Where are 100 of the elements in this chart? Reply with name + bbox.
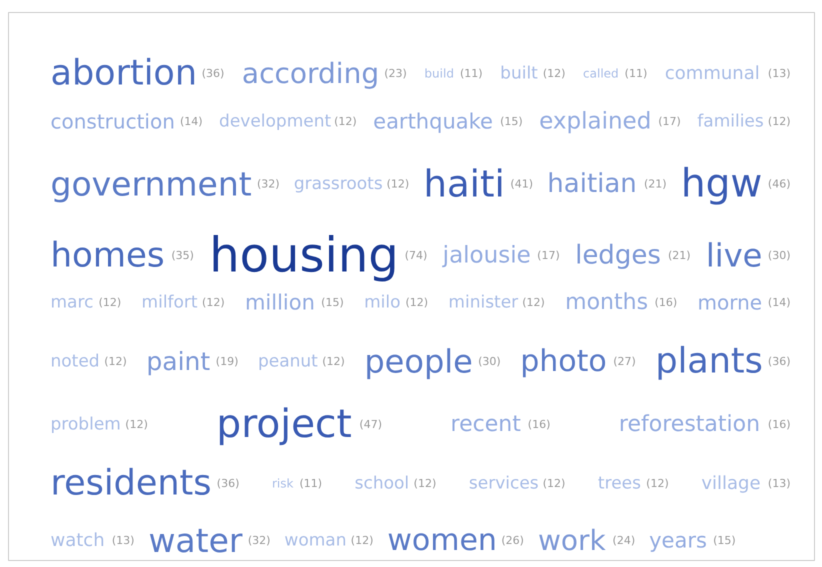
data-label: (12) — [542, 66, 566, 80]
data-label: (14) — [180, 114, 203, 128]
data-label: (12) — [414, 476, 436, 490]
category-label: homes — [50, 236, 165, 276]
data-label: (16) — [528, 418, 550, 432]
category-label: plants — [655, 341, 763, 382]
data-label: (21) — [644, 178, 667, 191]
data-label: (12) — [406, 296, 428, 310]
category-label: minister — [448, 292, 518, 313]
data-label: (35) — [171, 249, 194, 262]
data-label: (27) — [613, 354, 636, 368]
data-label: (13) — [768, 476, 791, 490]
data-label: (19) — [216, 354, 238, 368]
data-label: (16) — [768, 418, 791, 432]
data-label: (12) — [104, 354, 127, 368]
data-label: (13) — [112, 534, 134, 547]
category-label: called — [583, 66, 619, 80]
data-label: (46) — [768, 178, 791, 191]
data-label: (36) — [768, 354, 791, 368]
data-label: (11) — [624, 66, 648, 80]
data-label: (47) — [359, 418, 382, 432]
data-label: (12) — [98, 296, 122, 310]
data-label: (26) — [501, 534, 524, 547]
category-label: morne — [697, 290, 762, 315]
data-label: (36) — [202, 66, 224, 80]
category-label: years — [649, 528, 707, 552]
data-label: (12) — [542, 476, 566, 490]
category-label: reforestation — [618, 412, 760, 438]
data-label: (24) — [612, 534, 636, 547]
category-label: live — [706, 236, 762, 275]
category-label: work — [538, 524, 606, 557]
data-label: (14) — [768, 296, 791, 310]
data-label: (13) — [768, 66, 791, 80]
category-label: paint — [146, 346, 210, 376]
category-label: build — [424, 66, 454, 80]
data-label: (36) — [216, 476, 240, 490]
category-label: noted — [50, 351, 100, 372]
data-label: (32) — [256, 178, 280, 191]
category-label: families — [697, 111, 764, 132]
category-label: according — [242, 56, 380, 90]
category-label: photo — [520, 344, 607, 379]
category-label: recent — [450, 412, 522, 438]
category-label: school — [354, 473, 410, 494]
data-label: (12) — [334, 114, 357, 128]
data-label: (15) — [713, 534, 736, 547]
data-label: (17) — [658, 114, 681, 128]
category-label: risk — [272, 476, 294, 490]
category-label: housing — [209, 228, 399, 284]
category-label: haiti — [424, 162, 505, 206]
category-label: trees — [598, 473, 642, 494]
category-label: government — [50, 164, 252, 204]
category-label: construction — [50, 109, 175, 134]
category-label: woman — [284, 530, 346, 550]
data-label: (17) — [537, 249, 560, 262]
category-label: jalousie — [442, 242, 531, 269]
data-label: (12) — [386, 178, 410, 191]
data-label: (12) — [350, 534, 374, 547]
category-label: milo — [364, 292, 401, 313]
data-label: (11) — [299, 476, 322, 490]
data-label: (12) — [522, 296, 545, 310]
category-label: women — [387, 523, 497, 558]
category-label: months — [565, 290, 648, 316]
category-label: communal — [664, 62, 760, 84]
category-label: water — [148, 521, 243, 560]
category-label: hgw — [680, 162, 762, 207]
category-label: milfort — [142, 292, 198, 313]
data-label: (16) — [654, 296, 678, 310]
data-label: (12) — [768, 114, 791, 128]
category-label: million — [244, 290, 315, 315]
category-label: development — [219, 111, 332, 132]
data-label: (12) — [202, 296, 225, 310]
data-label: (23) — [384, 66, 407, 80]
category-label: services — [468, 473, 539, 494]
category-label: peanut — [258, 351, 318, 372]
category-label: ledges — [575, 240, 661, 271]
data-label: (15) — [321, 296, 344, 310]
category-label: earthquake — [373, 109, 493, 134]
category-label: project — [216, 402, 352, 448]
category-label: people — [364, 342, 473, 380]
data-label: (11) — [460, 66, 483, 80]
category-label: village — [701, 472, 761, 494]
category-label: watch — [50, 530, 105, 551]
data-label: (41) — [510, 178, 534, 191]
data-label: (30) — [768, 249, 791, 262]
data-label: (12) — [646, 476, 669, 490]
data-label: (21) — [668, 249, 691, 262]
data-label: (74) — [404, 249, 428, 262]
category-label: haitian — [547, 169, 637, 200]
category-label: problem — [50, 414, 121, 435]
data-label: (30) — [478, 354, 501, 368]
category-label: built — [500, 63, 538, 84]
category-label: residents — [50, 463, 212, 504]
data-label: (32) — [248, 534, 270, 547]
data-label: (12) — [125, 418, 148, 432]
data-label: (15) — [500, 114, 523, 128]
data-label: (12) — [322, 354, 345, 368]
category-label: marc — [50, 292, 94, 313]
category-label: explained — [539, 108, 652, 134]
category-label: grassroots — [294, 174, 383, 194]
category-label: abortion — [50, 53, 198, 94]
